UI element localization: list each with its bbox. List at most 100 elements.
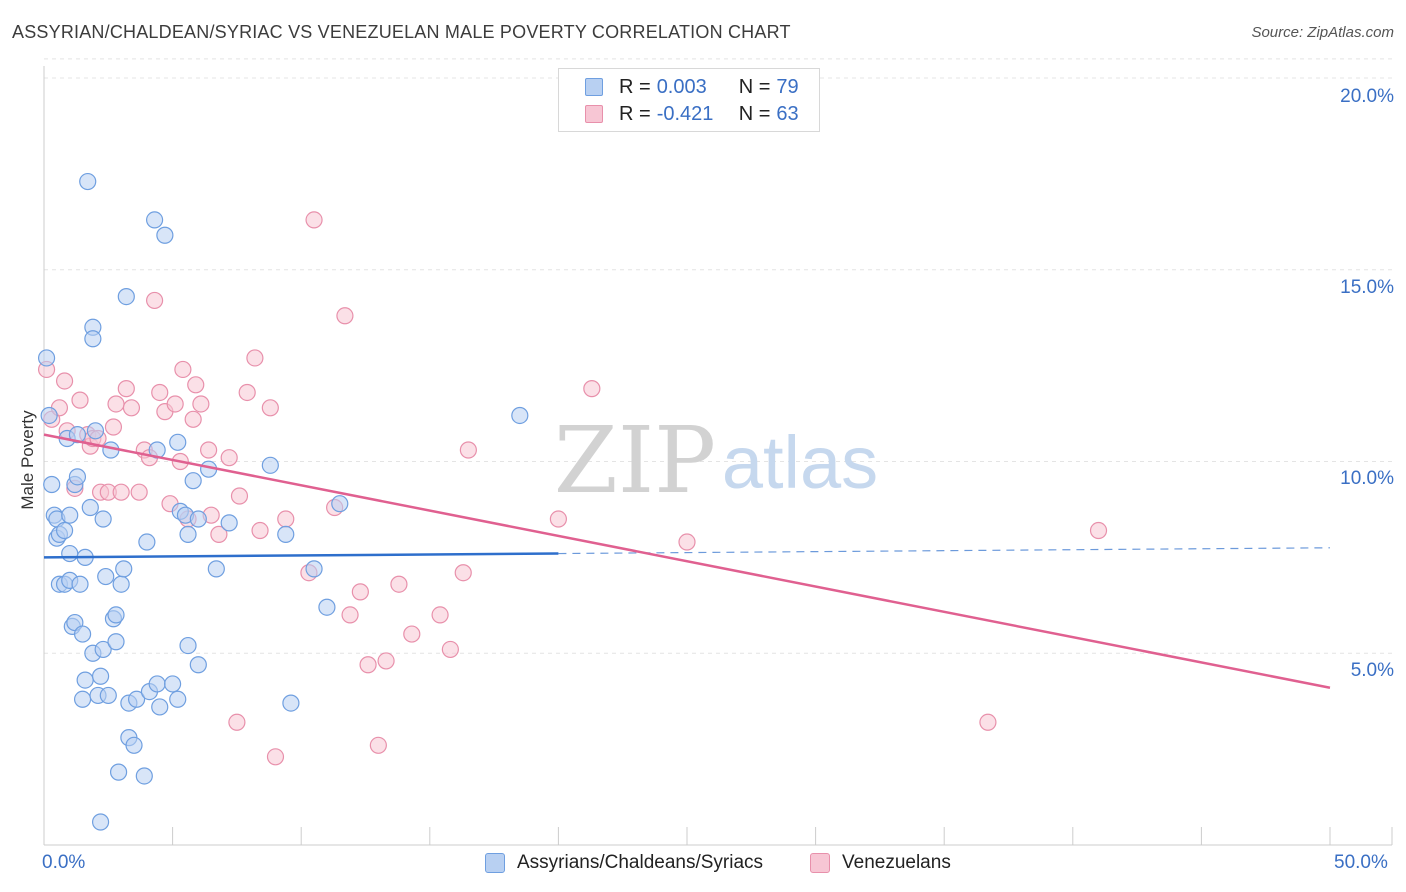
venezuelan-trend-line <box>43 433 1331 689</box>
assyrian-point <box>86 422 105 440</box>
assyrian-point <box>71 575 89 593</box>
bottom-legend-label: Assyrians/Chaldeans/Syriacs <box>517 852 764 873</box>
assyrian-point <box>91 667 110 685</box>
legend-n-value: 63 <box>776 102 799 125</box>
venezuelan-point <box>174 360 192 379</box>
axes <box>43 66 1393 846</box>
assyrian-point <box>76 671 94 689</box>
chart-title: ASSYRIAN/CHALDEAN/SYRIAC VS VENEZUELAN M… <box>12 22 791 42</box>
assyrian-point <box>107 633 125 651</box>
venezuelan-point <box>431 606 449 624</box>
grid-lines <box>44 58 1392 654</box>
legend-r-label: R = <box>619 102 651 125</box>
assyrian-point <box>184 472 202 490</box>
assyrian-point <box>282 694 300 712</box>
venezuelan-point <box>187 376 205 394</box>
assyrian-point <box>84 330 102 348</box>
venezuelan-point <box>251 521 269 540</box>
assyrian-trend-extension <box>558 547 1331 555</box>
assyrian-point <box>109 763 128 781</box>
assyrian-point <box>179 636 197 655</box>
venezuelan-point <box>277 510 295 528</box>
venezuelan-point <box>210 525 228 543</box>
assyrian-point <box>117 287 135 306</box>
source-label: Source: ZipAtlas.com <box>1251 24 1394 41</box>
venezuelan-point <box>369 736 387 754</box>
venezuelan-point <box>441 640 459 659</box>
legend-row-venezuelans: R = -0.421 N = 63 <box>585 102 799 126</box>
legend-n-label: N = <box>738 75 771 98</box>
assyrian-point <box>73 690 92 708</box>
assyrian-point <box>115 560 133 578</box>
venezuelan-point <box>305 211 323 229</box>
bottom-legend-swatch-blue <box>485 853 505 873</box>
assyrian-point <box>277 525 295 543</box>
legend-swatch-pink <box>585 105 603 123</box>
venezuelan-point <box>261 399 279 417</box>
venezuelan-point <box>351 583 369 601</box>
venezuelan-point <box>266 748 285 766</box>
venezuelan-point <box>549 510 568 528</box>
venezuelan-point <box>122 399 141 417</box>
watermark: ZIP atlas <box>554 407 878 514</box>
assyrian-point <box>164 675 182 693</box>
assyrian-point <box>55 521 74 540</box>
assyrian-trend-line <box>43 552 559 559</box>
venezuelan-point <box>107 395 125 413</box>
watermark-zip: ZIP <box>554 407 716 514</box>
venezuelan-point <box>184 410 202 428</box>
y-tick-label: 5.0% <box>1350 660 1394 681</box>
assyrian-point <box>207 560 225 578</box>
venezuelan-point <box>979 713 997 731</box>
y-tick-label: 15.0% <box>1340 277 1394 298</box>
legend-row-assyrians: R = 0.003 N = 79 <box>585 75 799 99</box>
assyrian-point <box>189 656 207 674</box>
venezuelan-point <box>220 449 238 467</box>
assyrian-point <box>43 475 61 494</box>
trend-lines <box>43 433 1331 689</box>
x-tick-label-max: 50.0% <box>1334 852 1388 873</box>
assyrian-point <box>97 567 115 586</box>
legend-n-label: N = <box>738 102 771 125</box>
assyrian-point <box>179 525 197 543</box>
assyrian-point <box>112 575 130 593</box>
legend-r-label: R = <box>619 75 651 98</box>
assyrian-point <box>37 349 56 367</box>
venezuelan-point <box>200 441 218 459</box>
assyrian-point <box>189 510 207 528</box>
venezuelan-point <box>377 652 395 670</box>
assyrian-point <box>169 433 187 451</box>
venezuelan-point <box>192 395 210 413</box>
assyrian-point <box>318 598 336 616</box>
assyrian-point <box>151 698 169 716</box>
bottom-legend-venezuelans: Venezuelans <box>810 852 951 874</box>
legend-r-value: 0.003 <box>656 75 707 98</box>
assyrian-point <box>94 640 112 659</box>
venezuelan-point <box>104 418 123 436</box>
y-tick-label: 20.0% <box>1340 86 1394 107</box>
assyrian-point <box>511 406 529 425</box>
assyrian-points <box>37 172 529 831</box>
assyrian-point <box>94 510 112 528</box>
assyrian-point <box>138 533 156 551</box>
venezuelan-point <box>117 380 135 398</box>
venezuelan-point <box>130 483 148 501</box>
assyrian-point <box>91 813 110 831</box>
venezuelan-point <box>230 487 249 505</box>
bottom-legend-label: Venezuelans <box>842 852 951 873</box>
venezuelan-point <box>583 380 601 398</box>
legend-swatch-blue <box>585 78 603 96</box>
assyrian-point <box>169 690 187 708</box>
assyrian-point <box>81 498 99 517</box>
y-tick-label: 10.0% <box>1340 468 1394 489</box>
assyrian-point <box>99 686 117 705</box>
venezuelan-point <box>166 395 184 413</box>
venezuelan-point <box>359 656 377 674</box>
stats-legend: R = 0.003 N = 79 R = -0.421 N = 63 <box>558 68 820 132</box>
assyrian-point <box>305 560 323 578</box>
x-tick-label-min: 0.0% <box>42 852 86 873</box>
assyrian-point <box>145 211 164 229</box>
assyrian-point <box>135 767 153 785</box>
assyrian-point <box>331 495 349 513</box>
